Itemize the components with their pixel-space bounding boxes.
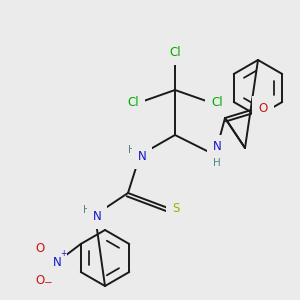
Text: O: O (35, 242, 45, 254)
Text: Cl: Cl (211, 97, 223, 110)
Text: N: N (52, 256, 62, 268)
Text: N: N (213, 140, 221, 154)
Text: H: H (83, 205, 91, 215)
Text: N: N (138, 151, 146, 164)
Text: H: H (128, 145, 136, 155)
Text: Cl: Cl (169, 46, 181, 59)
Text: S: S (172, 202, 180, 214)
Text: O: O (35, 274, 45, 286)
Text: +: + (60, 250, 66, 259)
Text: N: N (93, 211, 101, 224)
Text: O: O (258, 101, 268, 115)
Text: Cl: Cl (127, 97, 139, 110)
Text: H: H (213, 158, 221, 168)
Text: −: − (44, 278, 52, 288)
